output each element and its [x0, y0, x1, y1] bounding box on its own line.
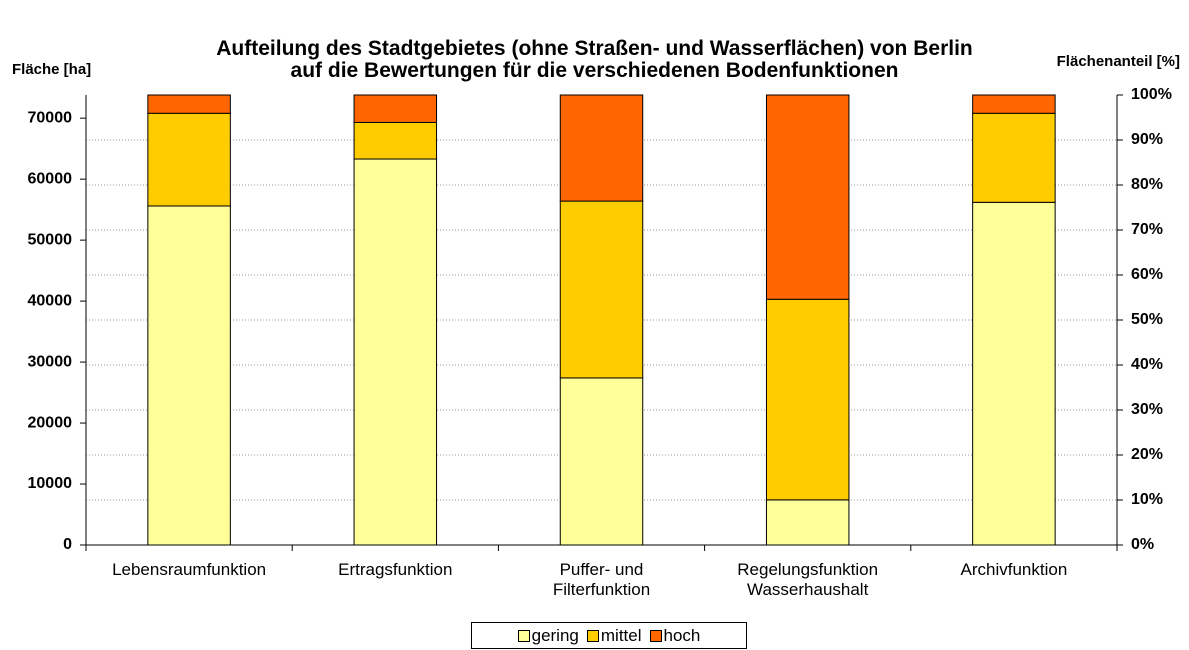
x-tick-label: Archivfunktion [960, 560, 1068, 579]
y-tick-label: 40000 [28, 292, 73, 309]
bar-segment [559, 94, 644, 202]
x-tick-label: Regelungsfunktion Wasserhaushalt [737, 560, 879, 599]
legend-item: hoch [649, 625, 701, 646]
bar-segment [147, 94, 231, 114]
legend-swatch [649, 629, 662, 642]
bar-segment [559, 377, 644, 546]
y2-tick-label: 20% [1131, 446, 1163, 463]
bar-segment [353, 158, 438, 546]
y-axis-label: Fläche [ha] [12, 61, 91, 78]
bar-segment [353, 94, 438, 123]
x-tick-label: Lebensraumfunktion [112, 560, 267, 579]
y2-tick-label: 10% [1131, 491, 1163, 508]
y2-tick-label: 30% [1131, 401, 1163, 418]
bar-segment [147, 112, 231, 207]
y-tick-label: 70000 [28, 109, 73, 126]
bar-segment [972, 94, 1056, 114]
y2-tick-label: 80% [1131, 176, 1163, 193]
bar-segment [559, 200, 644, 379]
y-tick-label: 60000 [28, 170, 73, 187]
y-tick-label: 10000 [28, 475, 73, 492]
x-tick-label: Ertragsfunktion [338, 560, 453, 579]
y-tick-label: 30000 [28, 353, 73, 370]
y-tick-label: 50000 [28, 231, 73, 248]
legend-label: gering [531, 625, 579, 645]
bar-segment [765, 298, 850, 501]
y2-tick-label: 40% [1131, 356, 1163, 373]
bar-segment [147, 205, 231, 546]
legend-label: mittel [600, 625, 642, 645]
chart-title: Aufteilung des Stadtgebietes (ohne Straß… [216, 37, 973, 82]
y2-tick-label: 50% [1131, 311, 1163, 328]
legend-swatch [517, 629, 530, 642]
bar-segment [353, 121, 438, 160]
y2-tick-label: 70% [1131, 221, 1163, 238]
y2-tick-label: 90% [1131, 131, 1163, 148]
legend-item: mittel [586, 625, 642, 646]
y2-tick-label: 60% [1131, 266, 1163, 283]
y2-axis-label: Flächenanteil [%] [1057, 53, 1180, 70]
y-tick-label: 0 [63, 536, 72, 553]
legend-item: gering [517, 625, 579, 646]
legend: gering mittel hoch [471, 622, 747, 649]
x-tick-label: Puffer- und Filterfunktion [552, 560, 651, 599]
bar-segment [972, 201, 1056, 546]
y2-tick-label: 100% [1131, 86, 1172, 103]
y-tick-label: 20000 [28, 414, 73, 431]
legend-swatch [586, 629, 599, 642]
y2-tick-label: 0% [1131, 536, 1154, 553]
legend-label: hoch [663, 625, 701, 645]
bar-segment [972, 112, 1056, 203]
bar-segment [765, 94, 850, 300]
bar-segment [765, 499, 850, 546]
